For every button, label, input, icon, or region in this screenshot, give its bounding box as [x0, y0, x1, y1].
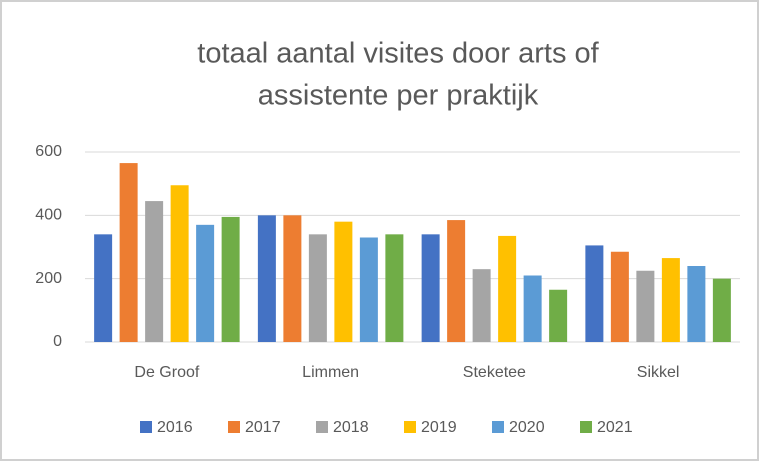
legend-swatch	[140, 421, 152, 433]
bar	[549, 289, 568, 342]
x-tick-label: Limmen	[302, 364, 359, 381]
legend-label: 2020	[509, 419, 545, 436]
bar	[636, 270, 655, 342]
bar	[421, 234, 440, 342]
legend-label: 2019	[421, 419, 457, 436]
bar	[447, 220, 466, 342]
bar	[94, 234, 113, 342]
bar	[385, 234, 404, 342]
legend-label: 2021	[597, 419, 633, 436]
bar	[170, 185, 189, 342]
bar	[119, 163, 138, 342]
bar	[523, 275, 542, 342]
y-tick-label: 0	[53, 333, 62, 350]
legend-label: 2018	[333, 419, 369, 436]
x-tick-label: Steketee	[463, 364, 526, 381]
legend-swatch	[228, 421, 240, 433]
bar	[687, 266, 706, 342]
bar	[334, 221, 353, 342]
legend-swatch	[316, 421, 328, 433]
bar	[283, 215, 302, 342]
bar	[472, 269, 491, 342]
bar	[221, 216, 240, 342]
y-tick-label: 200	[35, 270, 62, 287]
legend-swatch	[492, 421, 504, 433]
bar	[145, 201, 164, 342]
bar	[498, 235, 517, 342]
bar	[661, 258, 680, 342]
bar	[610, 251, 629, 342]
y-tick-label: 600	[35, 143, 62, 160]
x-tick-label: De Groof	[134, 364, 199, 381]
bar	[308, 234, 327, 342]
legend-label: 2016	[157, 419, 193, 436]
chart-title: totaal aantal visites door arts of	[197, 38, 599, 70]
legend-swatch	[404, 421, 416, 433]
bar	[196, 224, 215, 342]
bar	[359, 237, 378, 342]
x-tick-label: Sikkel	[637, 364, 680, 381]
legend-label: 2017	[245, 419, 281, 436]
bar	[257, 215, 276, 342]
chart-title: assistente per praktijk	[258, 80, 539, 112]
bar	[712, 278, 731, 342]
y-tick-label: 400	[35, 207, 62, 224]
bar	[585, 245, 604, 342]
legend-swatch	[580, 421, 592, 433]
